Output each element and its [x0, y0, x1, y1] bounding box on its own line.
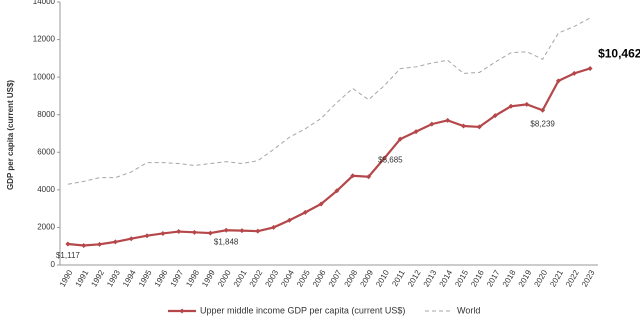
- x-tick-label: 1993: [105, 268, 122, 288]
- x-tick-label: 1991: [74, 268, 91, 288]
- x-tick-label: 2012: [406, 268, 423, 288]
- point: [397, 136, 403, 142]
- point: [350, 173, 356, 179]
- legend-label: World: [457, 305, 480, 315]
- x-tick-label: 2018: [501, 268, 518, 288]
- point: [223, 227, 229, 233]
- point: [207, 230, 213, 236]
- x-tick-label: 2019: [517, 268, 534, 288]
- x-tick-label: 2022: [564, 268, 581, 288]
- point: [540, 107, 546, 113]
- x-tick-label: 2010: [374, 268, 391, 288]
- y-axis-label: GDP per capita (current US$): [6, 80, 15, 190]
- point: [65, 241, 71, 247]
- x-tick-label: 1990: [58, 268, 75, 288]
- x-tick-label: 1995: [137, 268, 154, 288]
- x-tick-label: 1999: [200, 268, 217, 288]
- x-tick-label: 2017: [485, 268, 502, 288]
- point: [239, 228, 245, 234]
- y-tick-label: 2000: [37, 223, 55, 232]
- point: [492, 113, 498, 119]
- x-tick-label: 1996: [153, 268, 170, 288]
- point: [571, 70, 577, 76]
- x-tick-label: 2007: [327, 268, 344, 288]
- point: [81, 242, 87, 248]
- y-tick-label: 10000: [33, 72, 56, 81]
- x-tick-label: 1997: [169, 268, 186, 288]
- legend-marker: [179, 308, 185, 314]
- point: [476, 124, 482, 130]
- y-tick-label: 6000: [37, 147, 55, 156]
- x-tick-label: 2001: [232, 268, 249, 288]
- x-tick-label: 1998: [184, 268, 201, 288]
- point: [555, 78, 561, 84]
- point: [255, 228, 261, 234]
- x-tick-label: 2008: [343, 268, 360, 288]
- data-label: $8,239: [530, 119, 555, 128]
- point: [524, 101, 530, 107]
- x-tick-label: 2015: [453, 268, 470, 288]
- point: [176, 229, 182, 235]
- legend-label: Upper middle income GDP per capita (curr…: [200, 305, 405, 315]
- y-tick-label: 4000: [37, 185, 55, 194]
- point: [461, 123, 466, 129]
- x-tick-label: 2014: [438, 268, 455, 288]
- x-tick-label: 2002: [248, 268, 265, 288]
- data-label: $10,462: [598, 47, 640, 61]
- point: [271, 224, 277, 230]
- point: [587, 65, 593, 71]
- x-tick-label: 2013: [422, 268, 439, 288]
- x-tick-label: 2011: [390, 268, 407, 288]
- point: [144, 233, 150, 239]
- point: [334, 188, 340, 194]
- point: [508, 103, 514, 109]
- series-line: [67, 67, 591, 247]
- point: [112, 239, 118, 245]
- x-tick-label: 2009: [358, 268, 375, 288]
- x-tick-label: 2004: [279, 268, 296, 288]
- y-tick-label: 14000: [33, 0, 56, 6]
- x-tick-label: 2000: [216, 268, 233, 288]
- data-label: $1,117: [56, 251, 80, 260]
- y-tick-label: 8000: [37, 110, 55, 119]
- point: [302, 209, 308, 215]
- data-label: $5,685: [378, 155, 403, 164]
- point: [160, 230, 166, 236]
- x-tick-label: 1994: [121, 268, 138, 288]
- x-tick-label: 2005: [295, 268, 312, 288]
- point: [97, 241, 103, 247]
- x-tick-label: 2006: [311, 268, 328, 288]
- x-tick-label: 2016: [469, 268, 486, 288]
- point: [192, 229, 197, 235]
- point: [413, 129, 419, 135]
- point: [318, 201, 324, 207]
- point: [128, 236, 134, 242]
- data-label: $1,848: [214, 237, 239, 246]
- point: [286, 217, 292, 223]
- y-tick-label: 12000: [33, 35, 56, 44]
- point: [445, 117, 451, 123]
- y-tick-label: 0: [51, 260, 56, 269]
- x-tick-label: 2020: [532, 268, 549, 288]
- x-tick-label: 2023: [580, 268, 597, 288]
- x-tick-label: 2021: [548, 268, 565, 288]
- series-line: [67, 17, 591, 185]
- x-tick-label: 1992: [89, 268, 106, 288]
- x-tick-label: 2003: [263, 268, 280, 288]
- point: [366, 174, 372, 180]
- point: [429, 121, 435, 127]
- point: [381, 155, 387, 161]
